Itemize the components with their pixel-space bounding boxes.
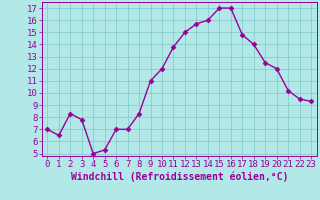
X-axis label: Windchill (Refroidissement éolien,°C): Windchill (Refroidissement éolien,°C) bbox=[70, 172, 288, 182]
